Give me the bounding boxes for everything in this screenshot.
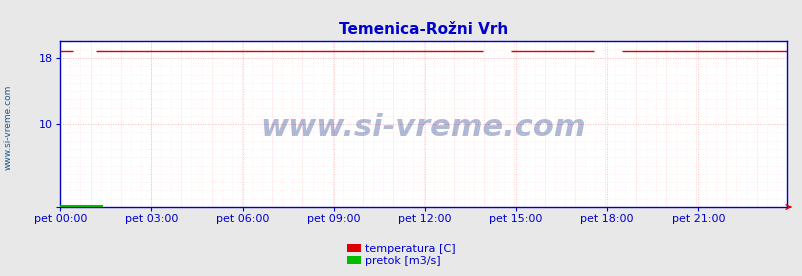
Text: www.si-vreme.com: www.si-vreme.com bbox=[4, 84, 13, 170]
Legend: temperatura [C], pretok [m3/s]: temperatura [C], pretok [m3/s] bbox=[342, 239, 460, 270]
Text: www.si-vreme.com: www.si-vreme.com bbox=[261, 113, 585, 142]
Title: Temenica-Rožni Vrh: Temenica-Rožni Vrh bbox=[338, 22, 508, 38]
